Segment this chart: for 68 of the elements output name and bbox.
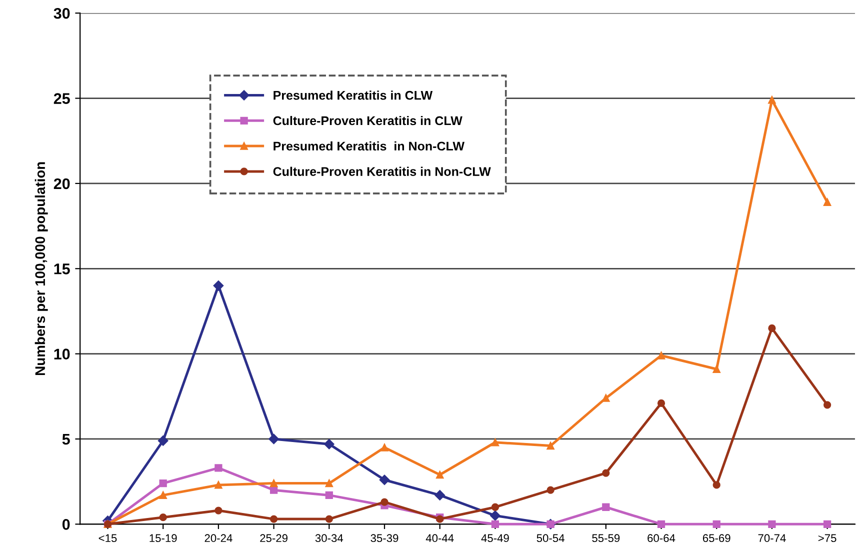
- y-tick-label: 30: [54, 8, 70, 19]
- point: [324, 438, 334, 450]
- point: [434, 490, 445, 500]
- point: [602, 469, 610, 477]
- point: [214, 464, 222, 472]
- legend-label: Culture-Proven Keratitis in CLW: [273, 116, 462, 126]
- legend-label: Presumed Keratitis in CLW: [274, 90, 433, 100]
- y-axis-title: Numbers per 100,000 population: [34, 162, 48, 375]
- point: [213, 280, 224, 291]
- x-tick-label: 40-44: [426, 534, 454, 542]
- point: [159, 491, 167, 500]
- point: [490, 510, 500, 521]
- point: [546, 442, 554, 450]
- point: [214, 481, 222, 489]
- x-tick-label: 70-74: [758, 534, 786, 542]
- point: [657, 399, 666, 408]
- point: [436, 470, 444, 479]
- y-tick-label: 20: [54, 178, 70, 190]
- x-tick-label: >75: [818, 534, 836, 542]
- x-tick-label: 25-29: [260, 534, 288, 542]
- x-tick-label: 50-54: [536, 534, 564, 542]
- point: [602, 394, 610, 402]
- point: [270, 515, 278, 523]
- point: [270, 479, 278, 488]
- x-tick-label: 65-69: [702, 534, 730, 542]
- x-tick-label: 45-49: [481, 534, 509, 542]
- y-tick-label: 15: [54, 264, 70, 274]
- point: [768, 324, 776, 332]
- legend-label: Presumed Keratitis in Non-CLW: [274, 141, 464, 151]
- point: [214, 506, 222, 514]
- point: [158, 436, 168, 446]
- point: [657, 352, 666, 360]
- point: [325, 491, 333, 500]
- point: [657, 520, 666, 528]
- point: [823, 198, 832, 206]
- point: [491, 438, 500, 446]
- x-tick-label: 20-24: [204, 534, 232, 542]
- point: [712, 481, 720, 489]
- y-tick-label: 0: [62, 519, 70, 530]
- y-tick-label: 25: [54, 93, 70, 104]
- y-tick-label: 10: [54, 348, 70, 360]
- x-tick-label: 35-39: [370, 534, 398, 542]
- point: [380, 444, 388, 452]
- x-tick-label: <15: [98, 534, 117, 542]
- x-tick-label: 30-34: [315, 534, 344, 542]
- point: [602, 503, 610, 511]
- point: [325, 515, 333, 523]
- point: [768, 520, 776, 528]
- point: [768, 96, 776, 104]
- x-tick-label: 55-59: [592, 534, 620, 542]
- point: [325, 479, 333, 488]
- point: [159, 479, 167, 488]
- point: [712, 520, 720, 528]
- point: [270, 486, 278, 494]
- x-tick-label: 15-19: [150, 534, 177, 542]
- point: [823, 520, 832, 528]
- point: [379, 474, 390, 485]
- y-tick-label: 5: [62, 434, 70, 445]
- point: [823, 401, 832, 409]
- point: [268, 434, 279, 444]
- point: [712, 365, 720, 373]
- x-tick-label: 60-64: [648, 534, 676, 542]
- point: [380, 498, 388, 506]
- point: [491, 503, 500, 511]
- legend-label: Culture-Proven Keratitis in Non-CLW: [273, 166, 491, 176]
- point: [159, 514, 167, 522]
- point: [546, 486, 554, 494]
- point: [491, 520, 500, 528]
